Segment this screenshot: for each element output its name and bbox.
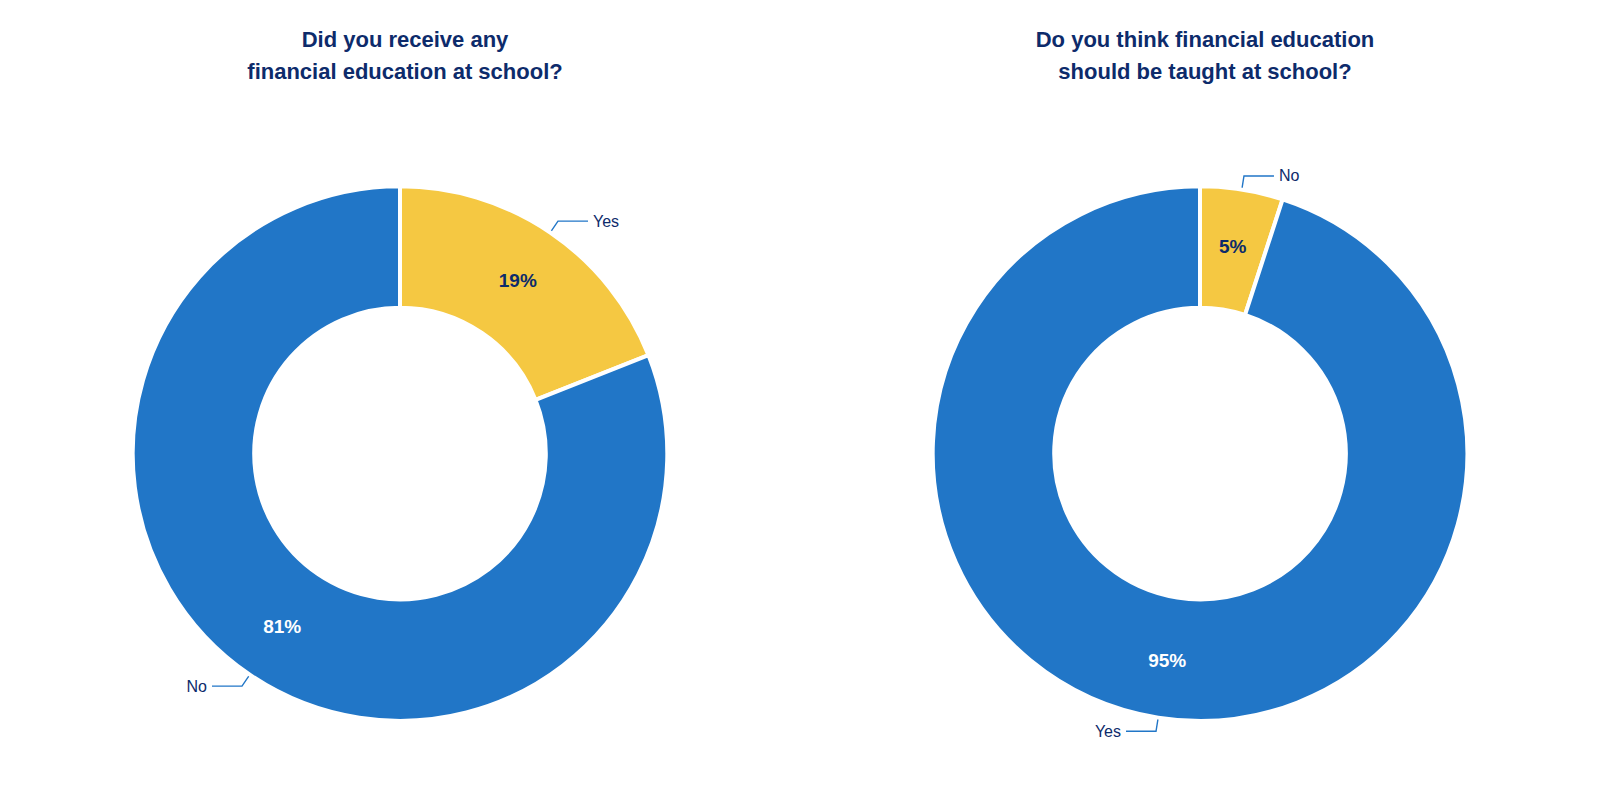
svg-text:should be taught at school?: should be taught at school? xyxy=(1058,59,1351,84)
svg-text:No: No xyxy=(187,678,208,695)
svg-text:Yes: Yes xyxy=(593,213,619,230)
svg-text:Did you receive any: Did you receive any xyxy=(302,27,509,52)
svg-text:81%: 81% xyxy=(263,616,301,637)
svg-text:95%: 95% xyxy=(1148,650,1186,671)
svg-text:5%: 5% xyxy=(1219,236,1247,257)
svg-text:19%: 19% xyxy=(499,270,537,291)
svg-text:financial education at school?: financial education at school? xyxy=(247,59,562,84)
svg-text:Do you think financial educati: Do you think financial education xyxy=(1036,27,1375,52)
svg-text:No: No xyxy=(1279,167,1300,184)
svg-text:Yes: Yes xyxy=(1095,723,1121,740)
